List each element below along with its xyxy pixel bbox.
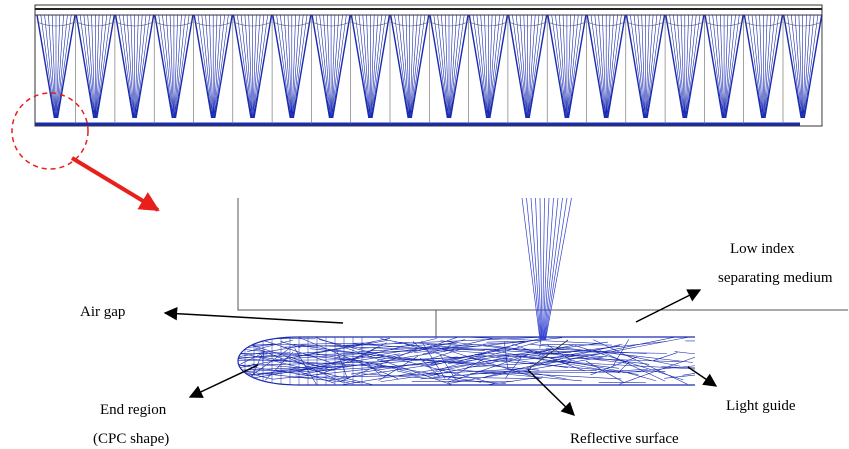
ray — [93, 349, 244, 353]
ray — [682, 348, 849, 375]
zoom-circle — [12, 93, 88, 169]
ray — [221, 337, 238, 360]
ray — [675, 352, 828, 369]
arrow — [688, 367, 716, 386]
label: (CPC shape) — [93, 431, 169, 447]
ray — [546, 198, 572, 340]
ray — [200, 354, 261, 384]
light-guide-rays — [93, 337, 849, 385]
figure: Air gap Low index separating medium End … — [0, 0, 849, 449]
ray — [685, 340, 815, 341]
label: Air gap — [80, 304, 125, 320]
label: End region — [100, 402, 167, 418]
ray — [522, 198, 540, 340]
ray — [148, 338, 315, 339]
ray — [469, 358, 622, 371]
panel-frame — [35, 5, 822, 126]
label: separating medium — [718, 270, 833, 286]
ray — [541, 344, 612, 345]
ray — [531, 198, 541, 340]
arrow — [636, 290, 700, 322]
arrow — [528, 370, 574, 415]
ray — [545, 198, 563, 340]
incoming-rays — [522, 198, 572, 368]
ray — [540, 341, 541, 349]
ray — [163, 354, 360, 383]
ray — [601, 337, 675, 352]
ray — [664, 368, 763, 379]
arrow — [190, 365, 258, 397]
top-panel — [35, 5, 822, 126]
label: Reflective surface — [570, 431, 679, 447]
label: Low index — [730, 241, 795, 257]
zoom-arrow — [72, 158, 158, 210]
arrow — [165, 313, 343, 323]
detail-view — [93, 198, 849, 385]
label: Light guide — [726, 398, 796, 414]
ray — [599, 350, 665, 381]
